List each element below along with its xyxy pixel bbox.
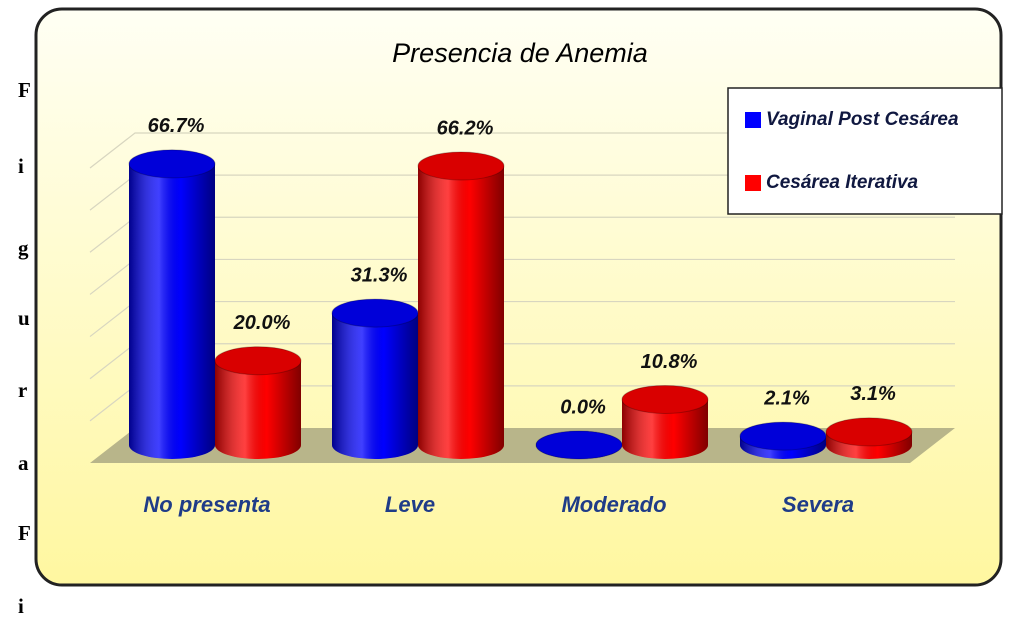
x-tick-label: Leve	[385, 492, 435, 517]
bar	[214, 346, 302, 459]
bar	[825, 417, 913, 459]
legend-swatch	[745, 112, 761, 128]
floor	[90, 428, 955, 463]
bar	[535, 430, 623, 460]
value-label: 10.8%	[641, 351, 698, 373]
bar	[128, 149, 216, 459]
value-label: 2.1%	[763, 387, 810, 409]
bar-body-shade	[215, 360, 301, 445]
bar-top-shade	[215, 346, 301, 375]
legend-swatch	[745, 175, 761, 191]
bar-top	[417, 151, 505, 181]
bar-top-shade	[418, 152, 504, 181]
bar-top	[214, 346, 302, 376]
value-label: 66.2%	[437, 117, 494, 139]
value-label: 0.0%	[560, 396, 606, 418]
legend-label: Cesárea Iterativa	[766, 172, 919, 193]
value-label: 20.0%	[233, 312, 291, 334]
legend-label: Vaginal Post Cesárea	[766, 109, 959, 130]
bar	[417, 151, 505, 459]
bar	[621, 384, 709, 459]
side-letter: r	[18, 378, 27, 402]
side-letter: F	[18, 521, 31, 545]
side-letter: i	[18, 594, 24, 618]
legend	[727, 87, 1003, 215]
side-letter: i	[18, 154, 24, 178]
side-text: Fi g u r a Fi	[18, 78, 31, 618]
plot: No presenta 66.7% 20.0% Leve 31.3% 66.2% Moder…	[89, 115, 955, 517]
value-label: 66.7%	[148, 115, 205, 137]
bar-top-shade	[129, 149, 215, 178]
side-letter: F	[18, 78, 31, 102]
bar-top-shade	[622, 385, 708, 414]
bar	[331, 298, 419, 459]
side-letter: g	[18, 236, 29, 260]
side-letter: u	[18, 306, 30, 330]
value-label: 31.3%	[351, 264, 408, 286]
bar-top-shade	[536, 431, 622, 459]
bar-body-shade	[418, 166, 504, 445]
bar-top-shade	[332, 299, 418, 328]
bar-top	[128, 149, 216, 179]
side-letter: a	[18, 451, 29, 475]
x-tick-label: Moderado	[561, 492, 666, 517]
bar-body-shade	[129, 163, 215, 445]
chart-title: Presencia de Anemia	[392, 38, 648, 68]
x-tick-label: Severa	[782, 492, 854, 517]
bar-top-shade	[740, 422, 826, 451]
grid-line	[89, 132, 955, 169]
value-label: 3.1%	[850, 383, 896, 405]
x-tick-label: No presenta	[143, 492, 270, 517]
bar-body-shade	[332, 313, 418, 445]
bar-top	[621, 384, 709, 414]
bar	[739, 421, 827, 459]
bar-top	[825, 417, 913, 447]
bar-top-shade	[826, 417, 912, 446]
